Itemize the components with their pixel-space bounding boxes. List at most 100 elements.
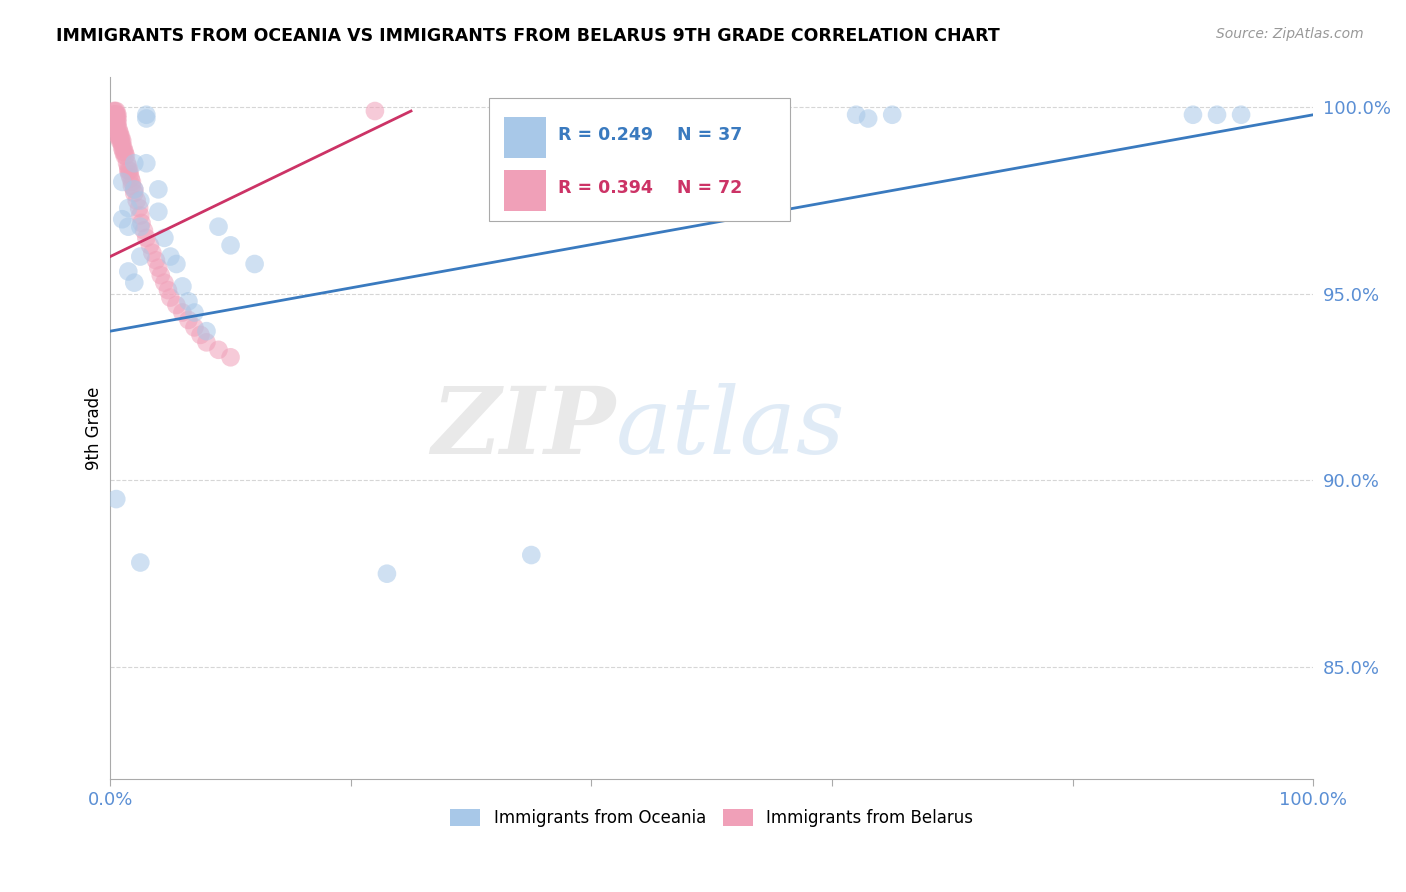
FancyBboxPatch shape [489,98,790,221]
Point [375,566,398,581]
Point [117,219,139,234]
Point [207,219,229,234]
Point [107,112,129,126]
Point [190,327,212,342]
Point [135,108,157,122]
Point [135,112,157,126]
Point [153,276,176,290]
Point [110,130,132,145]
Point [107,122,129,136]
Point [115,149,138,163]
Point [172,305,194,319]
Point [111,175,134,189]
Point [107,130,129,145]
Point [183,305,205,319]
Point [243,257,266,271]
Point [117,160,139,174]
Point [108,127,131,141]
Point [135,156,157,170]
Point [159,250,181,264]
Point [121,175,143,189]
Point [129,209,152,223]
Point [111,137,134,152]
Point [125,194,148,208]
Point [103,112,125,126]
Point [104,108,127,122]
Point [141,245,163,260]
Point [101,112,124,126]
Point [117,163,139,178]
Y-axis label: 9th Grade: 9th Grade [86,386,103,470]
Point [118,168,141,182]
Point [111,134,134,148]
Point [112,145,135,159]
Point [149,268,172,283]
Point [120,171,142,186]
Point [364,103,387,118]
Legend: Immigrants from Oceania, Immigrants from Belarus: Immigrants from Oceania, Immigrants from… [444,802,980,834]
Point [129,194,152,208]
Point [117,201,139,215]
Point [124,186,146,200]
Point [207,343,229,357]
Point [1230,108,1253,122]
Point [135,231,157,245]
Point [108,130,131,145]
Point [105,108,128,122]
Point [1206,108,1229,122]
Point [139,238,162,252]
Point [121,178,143,193]
Point [219,351,242,365]
Point [104,103,127,118]
Point [117,264,139,278]
Point [107,115,129,129]
Point [101,115,124,129]
Point [148,182,170,196]
Point [129,219,152,234]
Point [105,491,128,506]
Point [145,253,167,268]
FancyBboxPatch shape [503,170,546,211]
Point [108,134,131,148]
Point [520,548,543,562]
Point [165,298,187,312]
Point [103,103,125,118]
Point [177,294,200,309]
Point [110,134,132,148]
Point [104,115,127,129]
Point [105,122,128,136]
Point [129,250,152,264]
Text: atlas: atlas [616,384,845,473]
Point [845,108,868,122]
Point [856,112,879,126]
Point [131,216,153,230]
Point [114,145,136,159]
Point [153,231,176,245]
Point [882,108,904,122]
Point [111,141,134,155]
Point [105,108,128,122]
Text: R = 0.249    N = 37: R = 0.249 N = 37 [558,126,742,144]
Point [118,163,141,178]
Point [111,212,134,227]
Point [128,201,150,215]
Point [103,108,125,122]
Point [112,141,135,155]
Point [105,115,128,129]
Point [124,276,146,290]
Point [115,156,138,170]
Point [105,103,128,118]
Point [557,108,579,122]
Point [105,119,128,133]
Point [195,324,218,338]
Point [124,156,146,170]
Text: IMMIGRANTS FROM OCEANIA VS IMMIGRANTS FROM BELARUS 9TH GRADE CORRELATION CHART: IMMIGRANTS FROM OCEANIA VS IMMIGRANTS FR… [56,27,1000,45]
Point [148,204,170,219]
Point [107,127,129,141]
Point [114,149,136,163]
Point [124,182,146,196]
Point [132,223,155,237]
Point [172,279,194,293]
Text: R = 0.394    N = 72: R = 0.394 N = 72 [558,178,742,196]
Point [105,127,128,141]
